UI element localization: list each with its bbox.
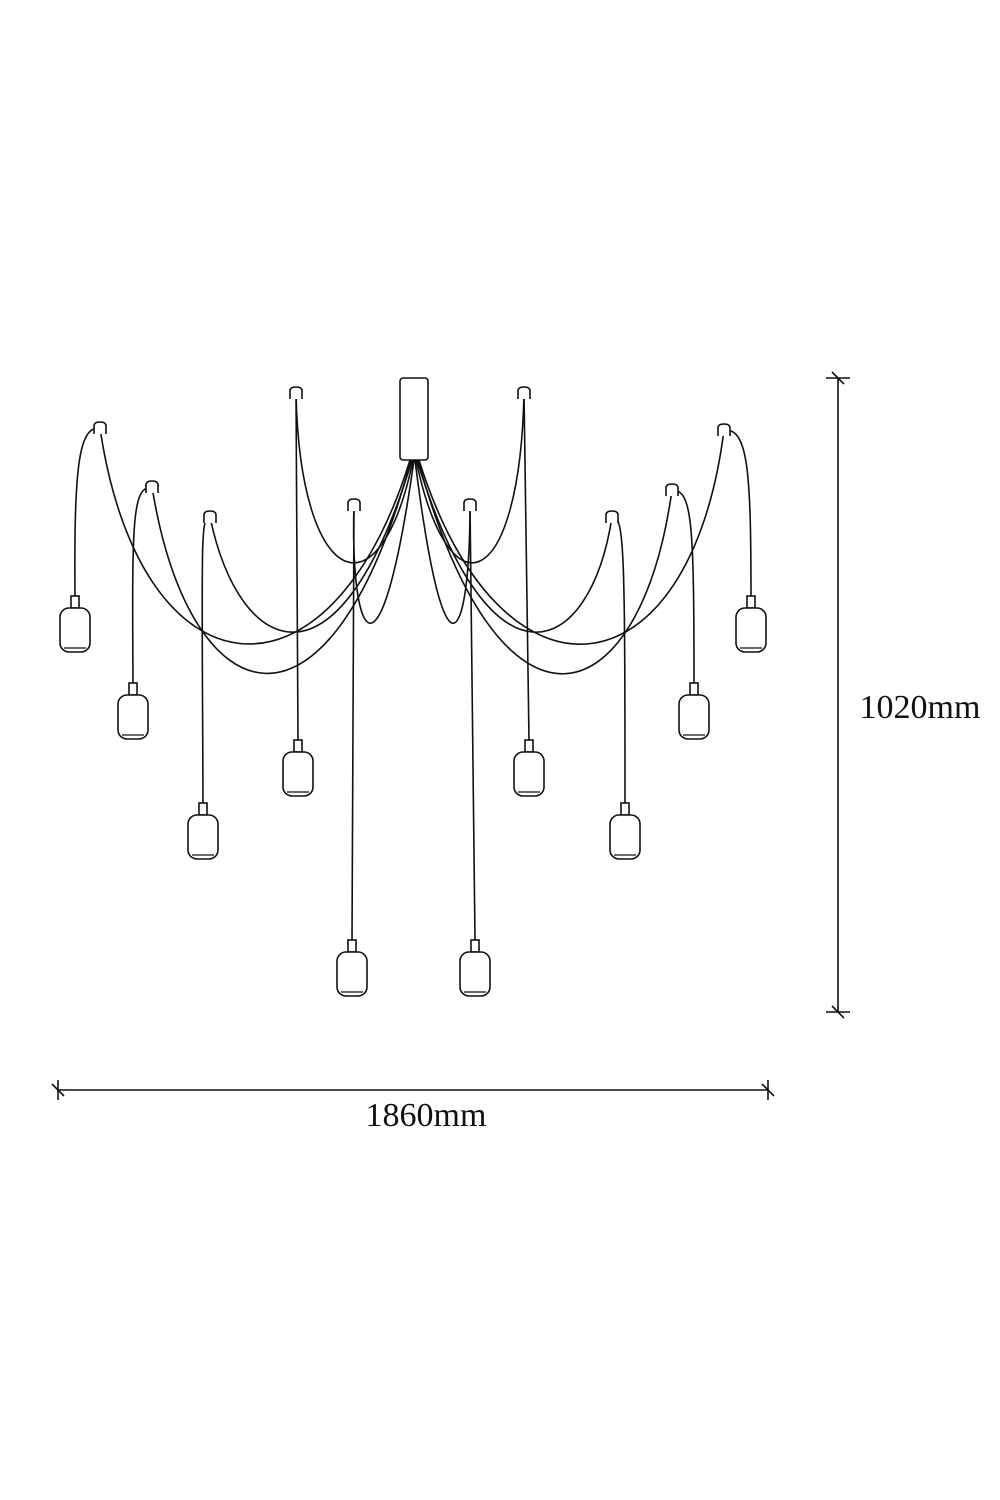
height-label: 1020mm (860, 689, 981, 726)
canopy (399, 377, 429, 461)
height-dimension-line (826, 371, 850, 1019)
pendants (59, 595, 767, 997)
width-label: 1860mm (366, 1097, 487, 1134)
chandelier (59, 377, 767, 997)
width-dimension-line (51, 1080, 775, 1100)
cables (74, 392, 752, 941)
